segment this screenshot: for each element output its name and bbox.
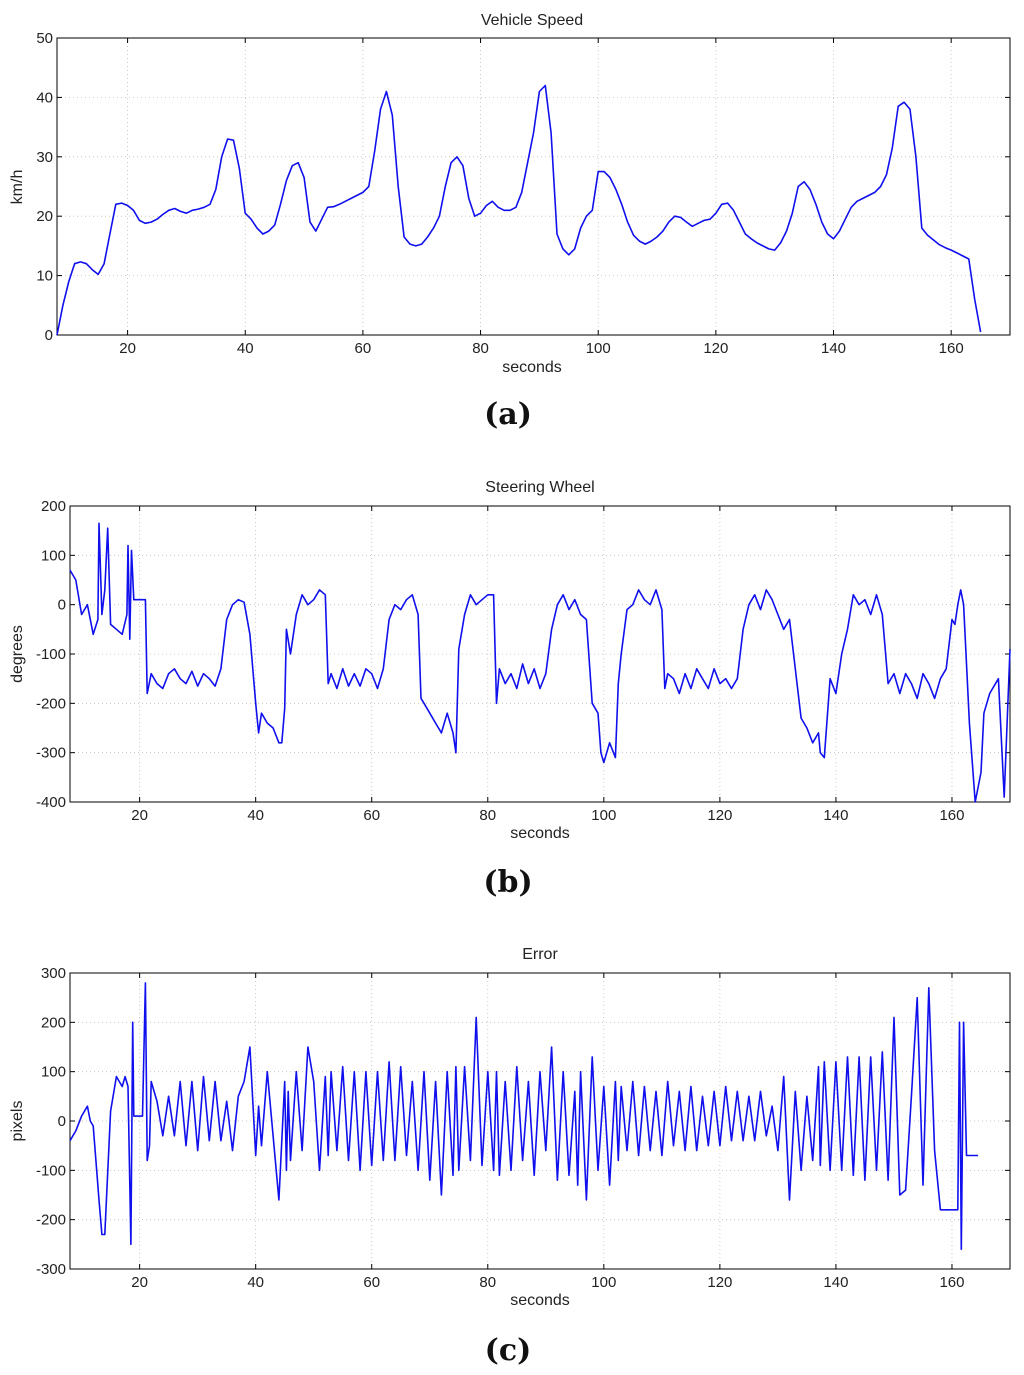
x-axis-label: seconds	[510, 1292, 570, 1309]
x-tick-label: 80	[472, 340, 489, 357]
y-tick-label: 0	[58, 597, 66, 614]
y-tick-label: 50	[36, 30, 53, 47]
plot-area	[56, 37, 1011, 336]
x-tick-label: 160	[939, 807, 964, 824]
plot-area	[69, 505, 1011, 803]
y-tick-label: -300	[36, 745, 66, 762]
series-line	[56, 84, 982, 336]
x-tick-label: 160	[939, 340, 964, 357]
x-tick-label: 100	[586, 340, 611, 357]
y-axis-ticks: 0 10 20 30 40 50	[36, 30, 1010, 344]
x-tick-label: 100	[591, 1274, 616, 1291]
y-tick-label: 100	[41, 1064, 66, 1081]
x-tick-label: 120	[707, 807, 732, 824]
x-tick-label: 160	[939, 1274, 964, 1291]
y-tick-label: -200	[36, 695, 66, 712]
x-tick-label: 80	[479, 807, 496, 824]
grid-lines	[57, 38, 1010, 335]
grid-lines	[70, 506, 1010, 802]
y-tick-label: -300	[36, 1261, 66, 1278]
x-tick-label: 40	[247, 807, 264, 824]
x-tick-label: 40	[237, 340, 254, 357]
y-tick-label: 20	[36, 208, 53, 225]
y-axis-label: pixels	[9, 1101, 26, 1142]
x-tick-label: 140	[821, 340, 846, 357]
x-tick-label: 60	[363, 807, 380, 824]
grid-lines	[70, 973, 1010, 1269]
x-tick-label: 20	[119, 340, 136, 357]
y-tick-label: 0	[58, 1113, 66, 1130]
x-tick-label: 140	[823, 1274, 848, 1291]
y-tick-label: 0	[45, 327, 53, 344]
y-axis-label: degrees	[9, 625, 26, 683]
x-axis-label: seconds	[502, 359, 562, 376]
x-axis-ticks: 20 40 60 80 100 120 140 160	[131, 506, 964, 824]
panel-caption: (a)	[484, 397, 532, 432]
x-axis-ticks: 20 40 60 80 100 120 140 160	[119, 38, 964, 357]
x-tick-label: 60	[363, 1274, 380, 1291]
x-tick-label: 80	[479, 1274, 496, 1291]
chart-title: Steering Wheel	[485, 479, 594, 496]
y-tick-label: -400	[36, 794, 66, 811]
panel-caption: (c)	[485, 1333, 532, 1368]
y-tick-label: 10	[36, 268, 53, 285]
y-tick-label: 30	[36, 149, 53, 166]
y-tick-label: -100	[36, 1162, 66, 1179]
y-tick-label: 300	[41, 965, 66, 982]
y-tick-label: -200	[36, 1212, 66, 1229]
series-line	[69, 982, 979, 1251]
y-tick-label: 200	[41, 498, 66, 515]
x-axis-ticks: 20 40 60 80 100 120 140 160	[131, 973, 964, 1291]
x-tick-label: 120	[707, 1274, 732, 1291]
x-tick-label: 120	[703, 340, 728, 357]
x-tick-label: 140	[823, 807, 848, 824]
x-tick-label: 40	[247, 1274, 264, 1291]
x-axis-label: seconds	[510, 825, 570, 842]
x-tick-label: 20	[131, 1274, 148, 1291]
chart-title: Error	[522, 946, 558, 963]
steering-chart-panel: Steering Wheel 20 40 60 80 100 120 140 160 -400…	[9, 479, 1011, 900]
y-tick-label: 100	[41, 547, 66, 564]
y-axis-ticks: -300 -200 -100 0 100 200 300	[36, 965, 1010, 1278]
series-layer	[69, 982, 979, 1251]
y-axis-label: km/h	[9, 170, 26, 205]
series-line	[69, 522, 1011, 803]
error-chart-panel: Error 20 40 60 80 100 120 140 160 -300 -200 -100 0…	[9, 946, 1011, 1368]
y-axis-ticks: -400 -300 -200 -100 0 100 200	[36, 498, 1010, 811]
x-tick-label: 20	[131, 807, 148, 824]
x-tick-label: 60	[355, 340, 372, 357]
y-tick-label: 40	[36, 89, 53, 106]
chart-title: Vehicle Speed	[481, 12, 583, 29]
y-tick-label: -100	[36, 646, 66, 663]
panel-caption: (b)	[483, 865, 532, 900]
series-layer	[69, 522, 1011, 803]
series-layer	[56, 84, 982, 336]
speed-chart-panel: Vehicle Speed 20 40 60 80 100 120 140 160 0 10 20…	[9, 12, 1011, 432]
y-tick-label: 200	[41, 1014, 66, 1031]
x-tick-label: 100	[591, 807, 616, 824]
